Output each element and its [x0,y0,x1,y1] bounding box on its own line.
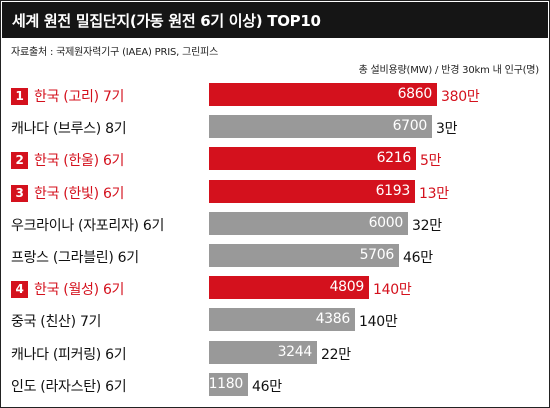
capacity-value-label: 6700 [392,118,428,135]
population-label: 32만 [412,217,442,234]
bar-row: 캐나다 (브루스) 8기 6700 3만 [1,113,549,145]
capacity-bar: 1180 [208,372,248,396]
capacity-value-label: 5706 [359,247,395,263]
capacity-bar: 6216 [209,147,416,171]
category-label: 프랑스 (그라블린) 6기 [11,247,139,267]
capacity-bar: 4809 [209,276,369,300]
category-text: 캐나다 (브루스) 8기 [11,121,127,138]
legend-note: 총 설비용량(MW) / 반경 30km 내 인구(명) [358,65,540,76]
category-label: 캐나다 (브루스) 8기 [11,118,127,138]
category-label: 중국 (친산) 7기 [11,311,101,331]
population-label: 3만 [436,121,458,138]
capacity-value-label: 4386 [315,311,351,328]
capacity-value-label: 3244 [277,343,313,360]
capacity-bar: 6000 [209,211,408,235]
title-bar: 세계 원전 밀집단지(가동 원전 6기 이상) TOP10 [2,2,548,38]
population-label: 380만 [441,89,480,105]
category-text: 한국 (고리) 7기 [34,89,125,105]
chart-title: 세계 원전 밀집단지(가동 원전 6기 이상) TOP10 [12,12,321,30]
capacity-bar: 6700 [209,115,432,139]
population-label: 46만 [252,378,282,395]
capacity-bar: 3244 [209,340,317,364]
capacity-value-label: 4809 [329,279,365,296]
population-label: 5만 [420,153,442,170]
capacity-bar: 6860 [209,83,437,106]
category-label: 캐나다 (피커링) 6기 [11,344,127,364]
category-text: 인도 (라자스탄) 6기 [11,378,127,395]
category-label: 3 한국 (한빛) 6기 [11,183,124,203]
rank-badge: 1 [11,88,28,105]
bar-row: 프랑스 (그라블린) 6기 5706 46만 [1,242,549,274]
population-label: 140만 [373,282,412,299]
rank-badge: 2 [11,152,28,170]
bar-row: 3 한국 (한빛) 6기 6193 13만 [1,178,549,210]
capacity-value-label: 6216 [376,150,412,167]
category-text: 캐나다 (피커링) 6기 [11,346,127,363]
population-label: 46만 [403,250,433,266]
bar-row: 인도 (라자스탄) 6기 1180 46만 [1,371,549,403]
population-label: 22만 [321,346,351,363]
population-label: 140만 [359,314,398,331]
bar-row: 중국 (친산) 7기 4386 140만 [1,306,549,338]
source-note: 자료출처 : 국제원자력기구 (IAEA) PRIS, 그린피스 [11,47,219,58]
capacity-value-label: 6193 [375,182,411,199]
bar-row: 우크라이나 (자포리자) 6기 6000 32만 [1,210,549,242]
category-label: 2 한국 (한울) 6기 [11,150,124,170]
capacity-value-label: 6000 [368,214,404,231]
bar-row: 1 한국 (고리) 7기 6860 380만 [1,81,549,113]
category-text: 중국 (친산) 7기 [11,314,102,331]
capacity-value-label: 1180 [208,375,244,392]
category-text: 한국 (한울) 6기 [34,153,125,170]
bar-row: 4 한국 (월성) 6기 4809 140만 [1,274,549,306]
bar-row: 캐나다 (피커링) 6기 3244 22만 [1,339,549,371]
category-label: 4 한국 (월성) 6기 [11,279,124,299]
capacity-bar: 4386 [209,308,355,332]
category-label: 인도 (라자스탄) 6기 [11,376,127,396]
rank-badge: 3 [11,184,28,202]
rank-badge: 4 [11,281,28,299]
category-text: 한국 (한빛) 6기 [34,185,125,202]
category-text: 우크라이나 (자포리자) 6기 [11,217,165,234]
category-label: 우크라이나 (자포리자) 6기 [11,215,164,235]
capacity-bar: 6193 [209,179,415,203]
category-text: 프랑스 (그라블린) 6기 [11,250,139,266]
population-label: 13만 [419,185,449,202]
category-text: 한국 (월성) 6기 [34,282,125,299]
capacity-value-label: 6860 [397,86,433,102]
category-label: 1 한국 (고리) 7기 [11,86,124,106]
capacity-bar: 5706 [209,244,399,267]
bar-row: 2 한국 (한울) 6기 6216 5만 [1,145,549,177]
